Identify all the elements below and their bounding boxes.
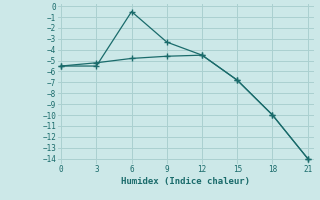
X-axis label: Humidex (Indice chaleur): Humidex (Indice chaleur) bbox=[121, 177, 250, 186]
